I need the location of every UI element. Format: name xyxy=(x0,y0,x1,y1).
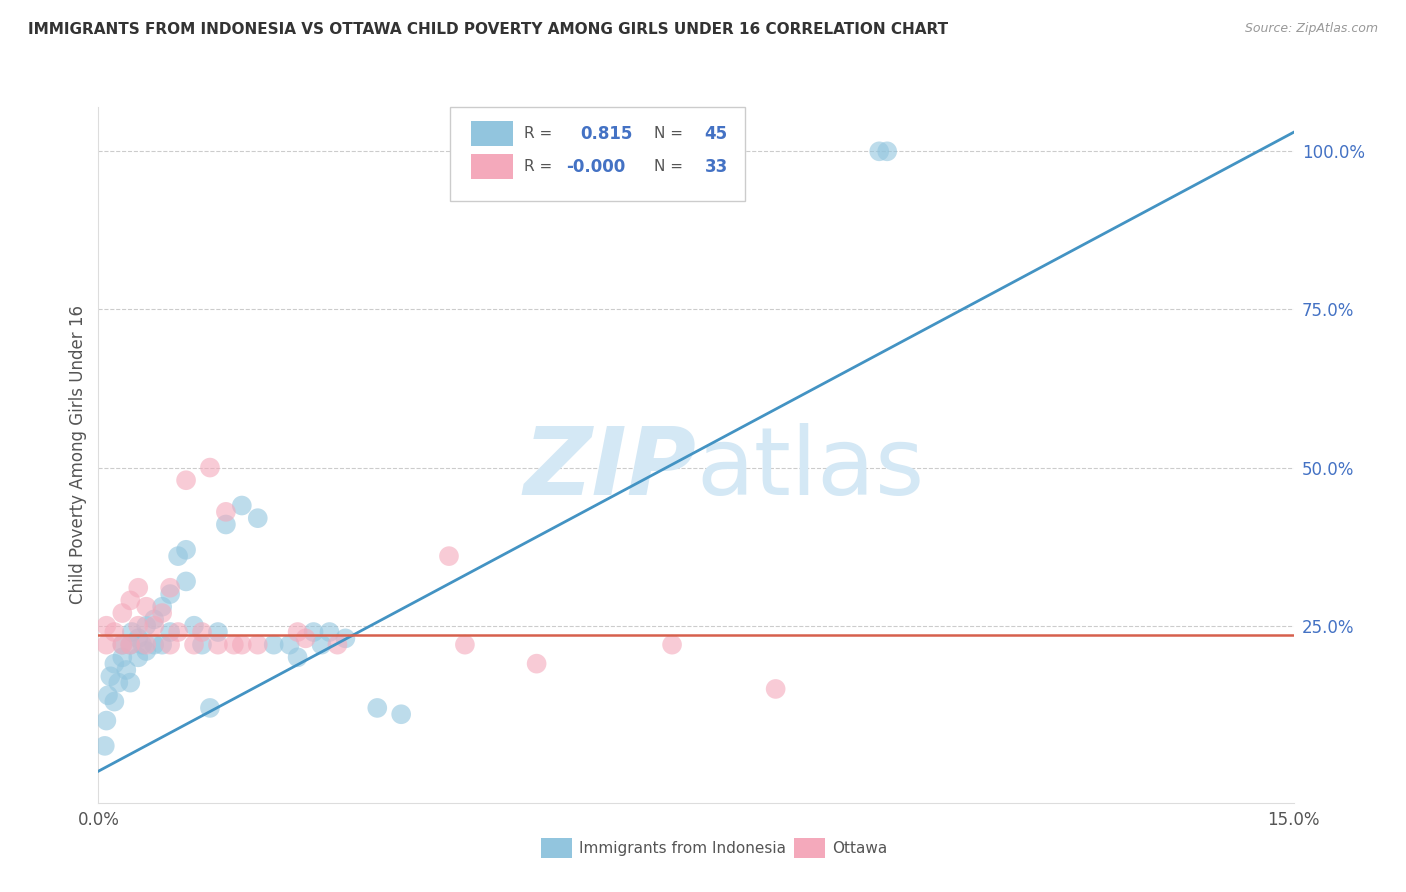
Text: Source: ZipAtlas.com: Source: ZipAtlas.com xyxy=(1244,22,1378,36)
Point xyxy=(135,599,157,614)
Point xyxy=(159,625,181,640)
Point xyxy=(115,663,138,677)
Point xyxy=(167,549,190,563)
Point xyxy=(159,581,181,595)
Point xyxy=(127,618,149,632)
Point xyxy=(100,669,122,683)
Point xyxy=(311,638,333,652)
Text: IMMIGRANTS FROM INDONESIA VS OTTAWA CHILD POVERTY AMONG GIRLS UNDER 16 CORRELATI: IMMIGRANTS FROM INDONESIA VS OTTAWA CHIL… xyxy=(28,22,948,37)
Point xyxy=(287,625,309,640)
Text: 33: 33 xyxy=(704,158,728,176)
Point xyxy=(302,625,325,640)
Point xyxy=(876,145,898,159)
Point xyxy=(198,460,221,475)
Point xyxy=(174,473,197,487)
Point xyxy=(207,638,229,652)
Point xyxy=(389,707,412,722)
Point xyxy=(246,511,269,525)
Point xyxy=(231,499,253,513)
Point xyxy=(191,625,214,640)
Point xyxy=(526,657,548,671)
Point xyxy=(366,701,388,715)
Point xyxy=(127,581,149,595)
Point xyxy=(135,638,157,652)
Point xyxy=(131,638,153,652)
Point xyxy=(246,638,269,652)
Point xyxy=(191,638,214,652)
Text: Ottawa: Ottawa xyxy=(832,841,887,855)
Point xyxy=(174,574,197,589)
Point xyxy=(335,632,357,646)
Point xyxy=(159,587,181,601)
Point xyxy=(183,618,205,632)
Point xyxy=(127,632,149,646)
Point xyxy=(287,650,309,665)
Point xyxy=(103,657,125,671)
Point xyxy=(120,675,142,690)
Point xyxy=(765,681,787,696)
Point xyxy=(326,638,349,652)
Point xyxy=(103,695,125,709)
Text: ZIP: ZIP xyxy=(523,423,696,515)
Point xyxy=(454,638,477,652)
Point xyxy=(263,638,285,652)
Point xyxy=(183,638,205,652)
Point xyxy=(150,606,173,620)
Point xyxy=(231,638,253,652)
Point xyxy=(96,638,118,652)
Point xyxy=(111,638,134,652)
Point xyxy=(127,650,149,665)
Point xyxy=(111,650,134,665)
Point xyxy=(318,625,340,640)
Text: N =: N = xyxy=(654,160,683,174)
Point xyxy=(437,549,460,563)
Point xyxy=(135,618,157,632)
Text: R =: R = xyxy=(524,160,553,174)
Y-axis label: Child Poverty Among Girls Under 16: Child Poverty Among Girls Under 16 xyxy=(69,305,87,605)
Point xyxy=(167,625,190,640)
Point xyxy=(174,542,197,557)
Point xyxy=(96,714,118,728)
Point xyxy=(207,625,229,640)
Point xyxy=(121,625,143,640)
Point xyxy=(198,701,221,715)
Point xyxy=(103,625,125,640)
Point xyxy=(135,644,157,658)
Point xyxy=(96,618,118,632)
Point xyxy=(107,675,129,690)
Point xyxy=(143,618,166,632)
Text: N =: N = xyxy=(654,127,683,141)
Point xyxy=(278,638,301,652)
Text: -0.000: -0.000 xyxy=(567,158,626,176)
Point xyxy=(143,612,166,626)
Point xyxy=(159,638,181,652)
Point xyxy=(94,739,117,753)
Point xyxy=(868,145,890,159)
Text: 45: 45 xyxy=(704,125,727,143)
Point xyxy=(111,638,134,652)
Text: atlas: atlas xyxy=(696,423,924,515)
Text: R =: R = xyxy=(524,127,553,141)
Point xyxy=(150,599,173,614)
Point xyxy=(120,593,142,607)
Point xyxy=(97,688,120,702)
Point xyxy=(661,638,683,652)
Point xyxy=(294,632,316,646)
Point xyxy=(120,638,142,652)
Point xyxy=(222,638,245,652)
Point xyxy=(150,638,173,652)
Point xyxy=(120,638,142,652)
Point xyxy=(215,505,238,519)
Text: Immigrants from Indonesia: Immigrants from Indonesia xyxy=(579,841,786,855)
Point xyxy=(111,606,134,620)
Text: 0.815: 0.815 xyxy=(581,125,633,143)
Point xyxy=(143,638,166,652)
Point xyxy=(215,517,238,532)
